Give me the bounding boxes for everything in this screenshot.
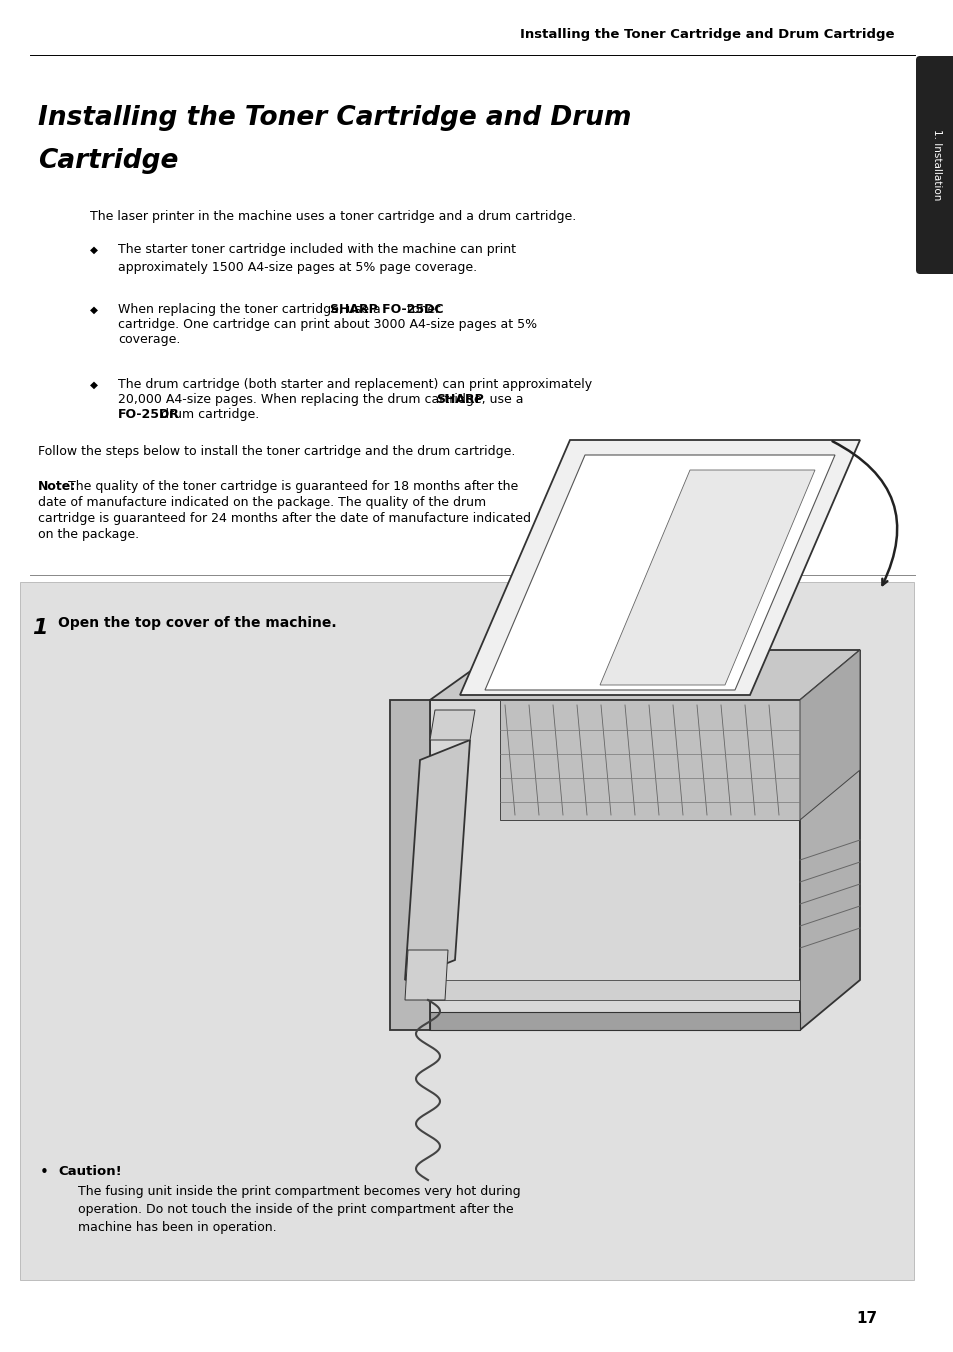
Text: •: • <box>40 1165 49 1180</box>
Text: ◆: ◆ <box>90 245 98 256</box>
Polygon shape <box>430 650 859 700</box>
Polygon shape <box>430 980 800 1000</box>
Polygon shape <box>800 650 859 821</box>
Polygon shape <box>430 700 800 1030</box>
Text: Cartridge: Cartridge <box>38 147 178 174</box>
Text: SHARP FO-25DC: SHARP FO-25DC <box>330 303 443 316</box>
Text: drum cartridge.: drum cartridge. <box>157 408 259 420</box>
Polygon shape <box>430 710 475 740</box>
Text: on the package.: on the package. <box>38 529 139 541</box>
Text: toner: toner <box>402 303 439 316</box>
Text: date of manufacture indicated on the package. The quality of the drum: date of manufacture indicated on the pac… <box>38 496 486 508</box>
Polygon shape <box>405 950 448 1000</box>
Text: Caution!: Caution! <box>58 1165 122 1178</box>
Text: 20,000 A4-size pages. When replacing the drum cartridge, use a: 20,000 A4-size pages. When replacing the… <box>118 393 527 406</box>
Polygon shape <box>599 470 814 685</box>
Text: 1. Installation: 1. Installation <box>931 130 941 200</box>
Text: coverage.: coverage. <box>118 333 180 346</box>
Text: The quality of the toner cartridge is guaranteed for 18 months after the: The quality of the toner cartridge is gu… <box>68 480 517 493</box>
Text: cartridge is guaranteed for 24 months after the date of manufacture indicated: cartridge is guaranteed for 24 months af… <box>38 512 531 525</box>
Text: Installing the Toner Cartridge and Drum Cartridge: Installing the Toner Cartridge and Drum … <box>520 28 894 41</box>
Polygon shape <box>405 740 470 980</box>
Text: The drum cartridge (both starter and replacement) can print approximately: The drum cartridge (both starter and rep… <box>118 379 592 391</box>
FancyBboxPatch shape <box>915 55 953 274</box>
Text: ◆: ◆ <box>90 306 98 315</box>
Text: ◆: ◆ <box>90 380 98 389</box>
Polygon shape <box>484 456 834 690</box>
Text: Installing the Toner Cartridge and Drum: Installing the Toner Cartridge and Drum <box>38 105 631 131</box>
Polygon shape <box>499 700 800 821</box>
Text: 1: 1 <box>32 618 48 638</box>
Text: Open the top cover of the machine.: Open the top cover of the machine. <box>58 617 336 630</box>
Text: cartridge. One cartridge can print about 3000 A4-size pages at 5%: cartridge. One cartridge can print about… <box>118 318 537 331</box>
Text: SHARP: SHARP <box>436 393 483 406</box>
Text: When replacing the toner cartridge, use a: When replacing the toner cartridge, use … <box>118 303 384 316</box>
Text: The fusing unit inside the print compartment becomes very hot during
operation. : The fusing unit inside the print compart… <box>78 1184 520 1234</box>
Polygon shape <box>800 650 859 1030</box>
Bar <box>430 1013 800 1030</box>
Text: Note:: Note: <box>38 480 76 493</box>
Text: The starter toner cartridge included with the machine can print
approximately 15: The starter toner cartridge included wit… <box>118 243 516 273</box>
Text: Follow the steps below to install the toner cartridge and the drum cartridge.: Follow the steps below to install the to… <box>38 445 515 458</box>
Polygon shape <box>459 439 859 695</box>
Bar <box>20 581 913 1280</box>
Text: The laser printer in the machine uses a toner cartridge and a drum cartridge.: The laser printer in the machine uses a … <box>90 210 576 223</box>
Text: 17: 17 <box>855 1311 876 1326</box>
Text: FO-25DR: FO-25DR <box>118 408 180 420</box>
Polygon shape <box>390 700 430 1030</box>
